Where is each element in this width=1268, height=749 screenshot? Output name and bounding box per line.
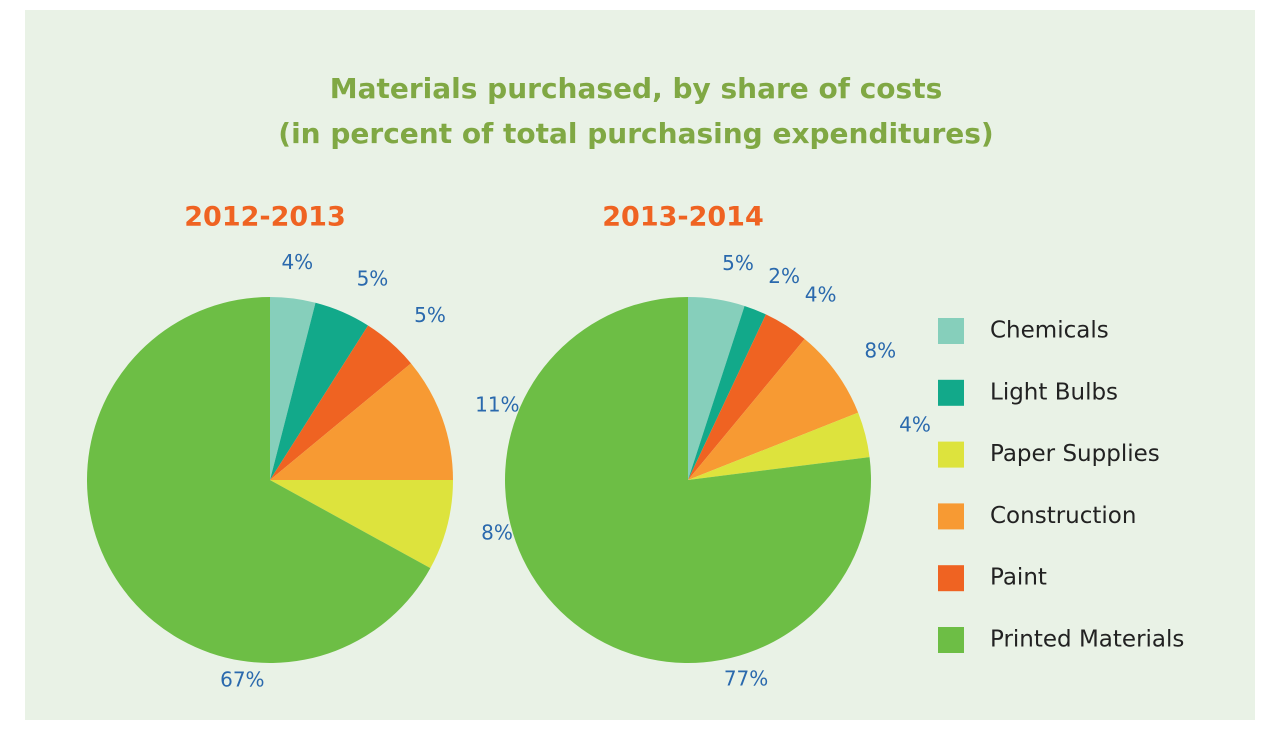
data-label: 8% [864, 338, 896, 362]
pie-slice [270, 480, 453, 569]
chart-subtitle: (in percent of total purchasing expendit… [278, 117, 993, 150]
legend-swatch [938, 565, 964, 592]
pie-slice [688, 412, 870, 480]
data-label: 5% [357, 266, 389, 290]
pie-slice [504, 297, 871, 664]
pie-slice [688, 297, 745, 480]
data-label: 67% [220, 668, 264, 692]
legend-label: Light Bulbs [990, 379, 1118, 405]
chart-title: Materials purchased, by share of costs [330, 72, 943, 105]
data-label: 11% [475, 393, 519, 417]
legend-swatch [938, 379, 964, 406]
pie-slice [270, 297, 316, 480]
legend-label: Paper Supplies [990, 441, 1160, 467]
data-label: 4% [899, 412, 931, 436]
pie-slice [688, 338, 859, 480]
data-label: 4% [281, 250, 313, 274]
legend-label: Printed Materials [990, 627, 1184, 653]
legend-label: Paint [990, 565, 1047, 591]
legend-swatch [938, 627, 964, 653]
data-label: 5% [722, 251, 754, 275]
pie-slice [87, 297, 431, 664]
pie-slice [688, 314, 805, 480]
data-label: 2% [768, 264, 800, 288]
data-label: 77% [724, 666, 768, 690]
pie-slice [688, 305, 766, 480]
pie-title: 2012-2013 [184, 202, 346, 233]
data-label: 8% [481, 521, 513, 545]
legend-label: Construction [990, 503, 1136, 529]
pie-title: 2013-2014 [602, 202, 764, 233]
legend-swatch [938, 318, 964, 344]
pie-slice [270, 363, 453, 480]
legend-swatch [938, 503, 964, 530]
pie-slice [270, 325, 412, 480]
data-label: 4% [805, 282, 837, 306]
pie-slice [270, 302, 369, 480]
legend-label: Chemicals [990, 318, 1109, 344]
legend-swatch [938, 441, 964, 468]
data-label: 5% [414, 303, 446, 327]
